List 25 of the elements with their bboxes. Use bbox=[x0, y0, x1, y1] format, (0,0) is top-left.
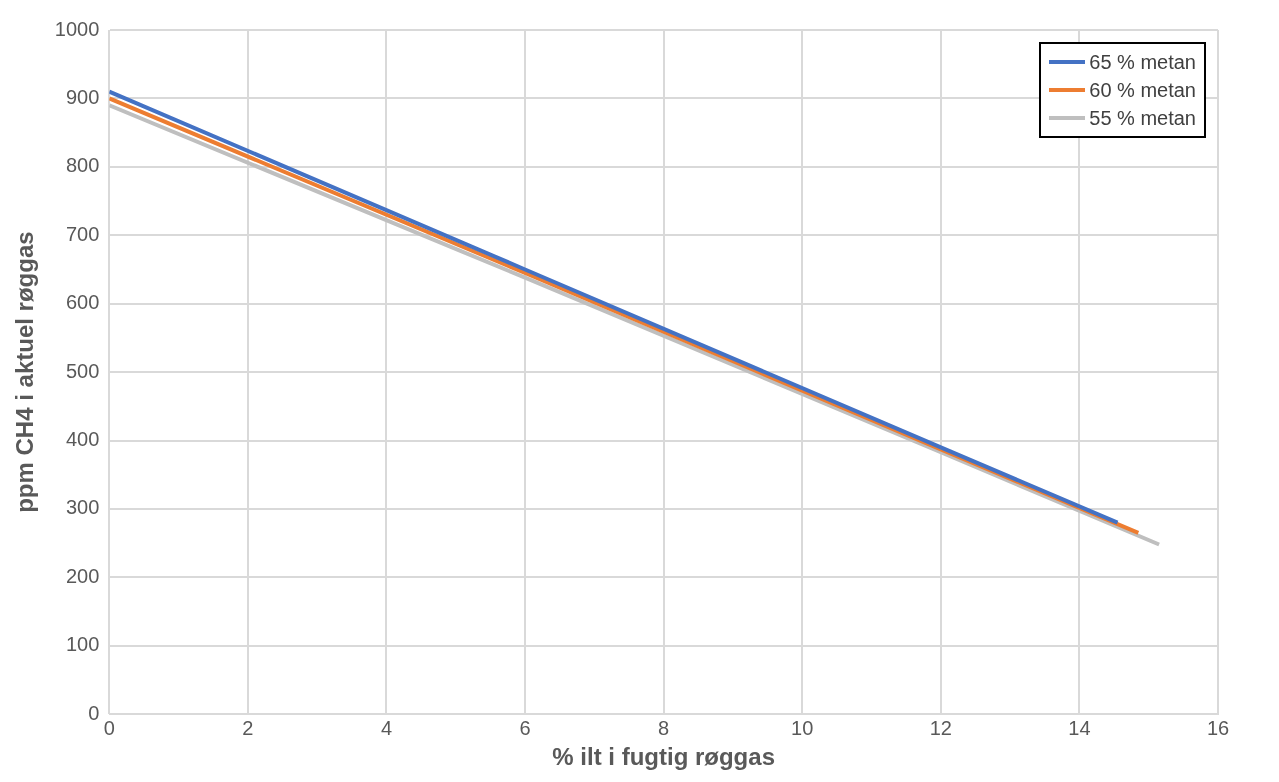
x-tick-label: 6 bbox=[519, 716, 531, 739]
x-tick-label: 12 bbox=[929, 716, 952, 739]
x-tick-label: 0 bbox=[103, 716, 115, 739]
x-tick-label: 8 bbox=[658, 716, 670, 739]
y-tick-label: 500 bbox=[65, 359, 100, 382]
y-tick-label: 600 bbox=[65, 291, 100, 314]
x-axis-title: % ilt i fugtig røggas bbox=[552, 743, 775, 771]
y-tick-label: 700 bbox=[65, 222, 100, 245]
legend-label: 55 % metan bbox=[1089, 106, 1196, 131]
y-tick-label: 900 bbox=[65, 85, 100, 108]
y-tick-label: 1000 bbox=[54, 17, 100, 40]
y-tick-label: 800 bbox=[65, 154, 100, 177]
legend-label: 65 % metan bbox=[1089, 50, 1196, 75]
y-tick-label: 300 bbox=[65, 496, 100, 519]
x-tick-label: 10 bbox=[791, 716, 814, 739]
legend-label: 60 % metan bbox=[1089, 78, 1196, 103]
x-tick-label: 16 bbox=[1206, 716, 1230, 739]
y-tick-label: 400 bbox=[65, 428, 100, 451]
x-tick-label: 14 bbox=[1068, 716, 1091, 739]
y-tick-label: 100 bbox=[65, 633, 100, 656]
x-tick-label: 2 bbox=[242, 716, 254, 739]
y-tick-label: 200 bbox=[65, 564, 100, 587]
y-tick-label: 0 bbox=[88, 701, 100, 724]
x-tick-label: 4 bbox=[380, 716, 393, 739]
y-axis-title: ppm CH4 i aktuel røggas bbox=[11, 231, 39, 513]
